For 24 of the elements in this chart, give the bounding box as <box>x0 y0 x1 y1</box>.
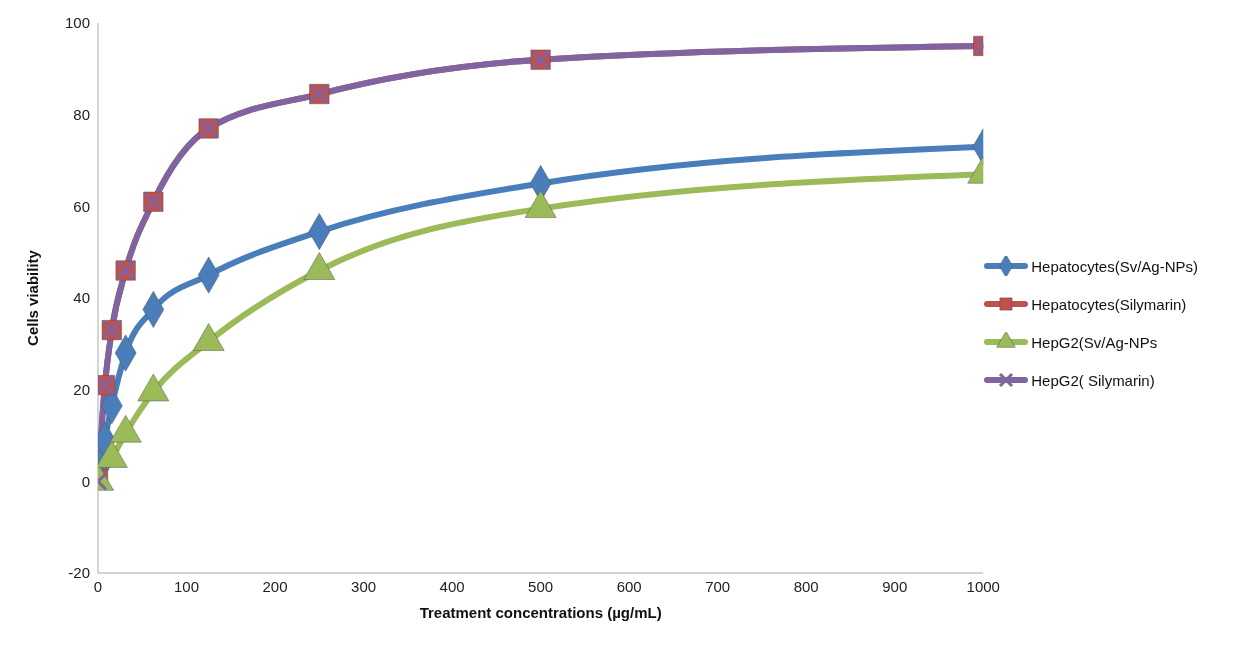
y-tick-label: -20 <box>68 564 90 582</box>
legend-label: HepG2( Silymarin) <box>1031 371 1155 389</box>
legend-label: Hepatocytes(Silymarin) <box>1031 295 1187 313</box>
y-tick-label: 60 <box>73 197 90 215</box>
y-tick-label: 40 <box>73 289 90 307</box>
x-axis-title: Treatment concentrations (µg/mL) <box>419 604 662 621</box>
y-axis-title: Cells viability <box>24 249 42 346</box>
y-tick-label: 20 <box>73 380 90 398</box>
x-tick-label: 600 <box>616 577 642 595</box>
x-tick-label: 200 <box>262 577 288 595</box>
x-tick-label: 500 <box>528 577 554 595</box>
y-tick-label: 0 <box>81 472 90 490</box>
x-tick-label: 400 <box>439 577 465 595</box>
x-tick-label: 800 <box>793 577 819 595</box>
x-tick-label: 300 <box>351 577 377 595</box>
y-tick-label: 80 <box>73 105 90 123</box>
x-tick-label: 0 <box>93 577 103 595</box>
legend-label: HepG2(Sv/Ag-NPs <box>1031 333 1158 351</box>
x-tick-label: 900 <box>882 577 908 595</box>
x-tick-label: 1000 <box>966 577 1000 595</box>
x-tick-label: 700 <box>705 577 731 595</box>
legend-label: Hepatocytes(Sv/Ag-NPs) <box>1031 257 1198 275</box>
x-tick-label: 100 <box>174 577 200 595</box>
y-tick-label: 100 <box>64 14 90 32</box>
